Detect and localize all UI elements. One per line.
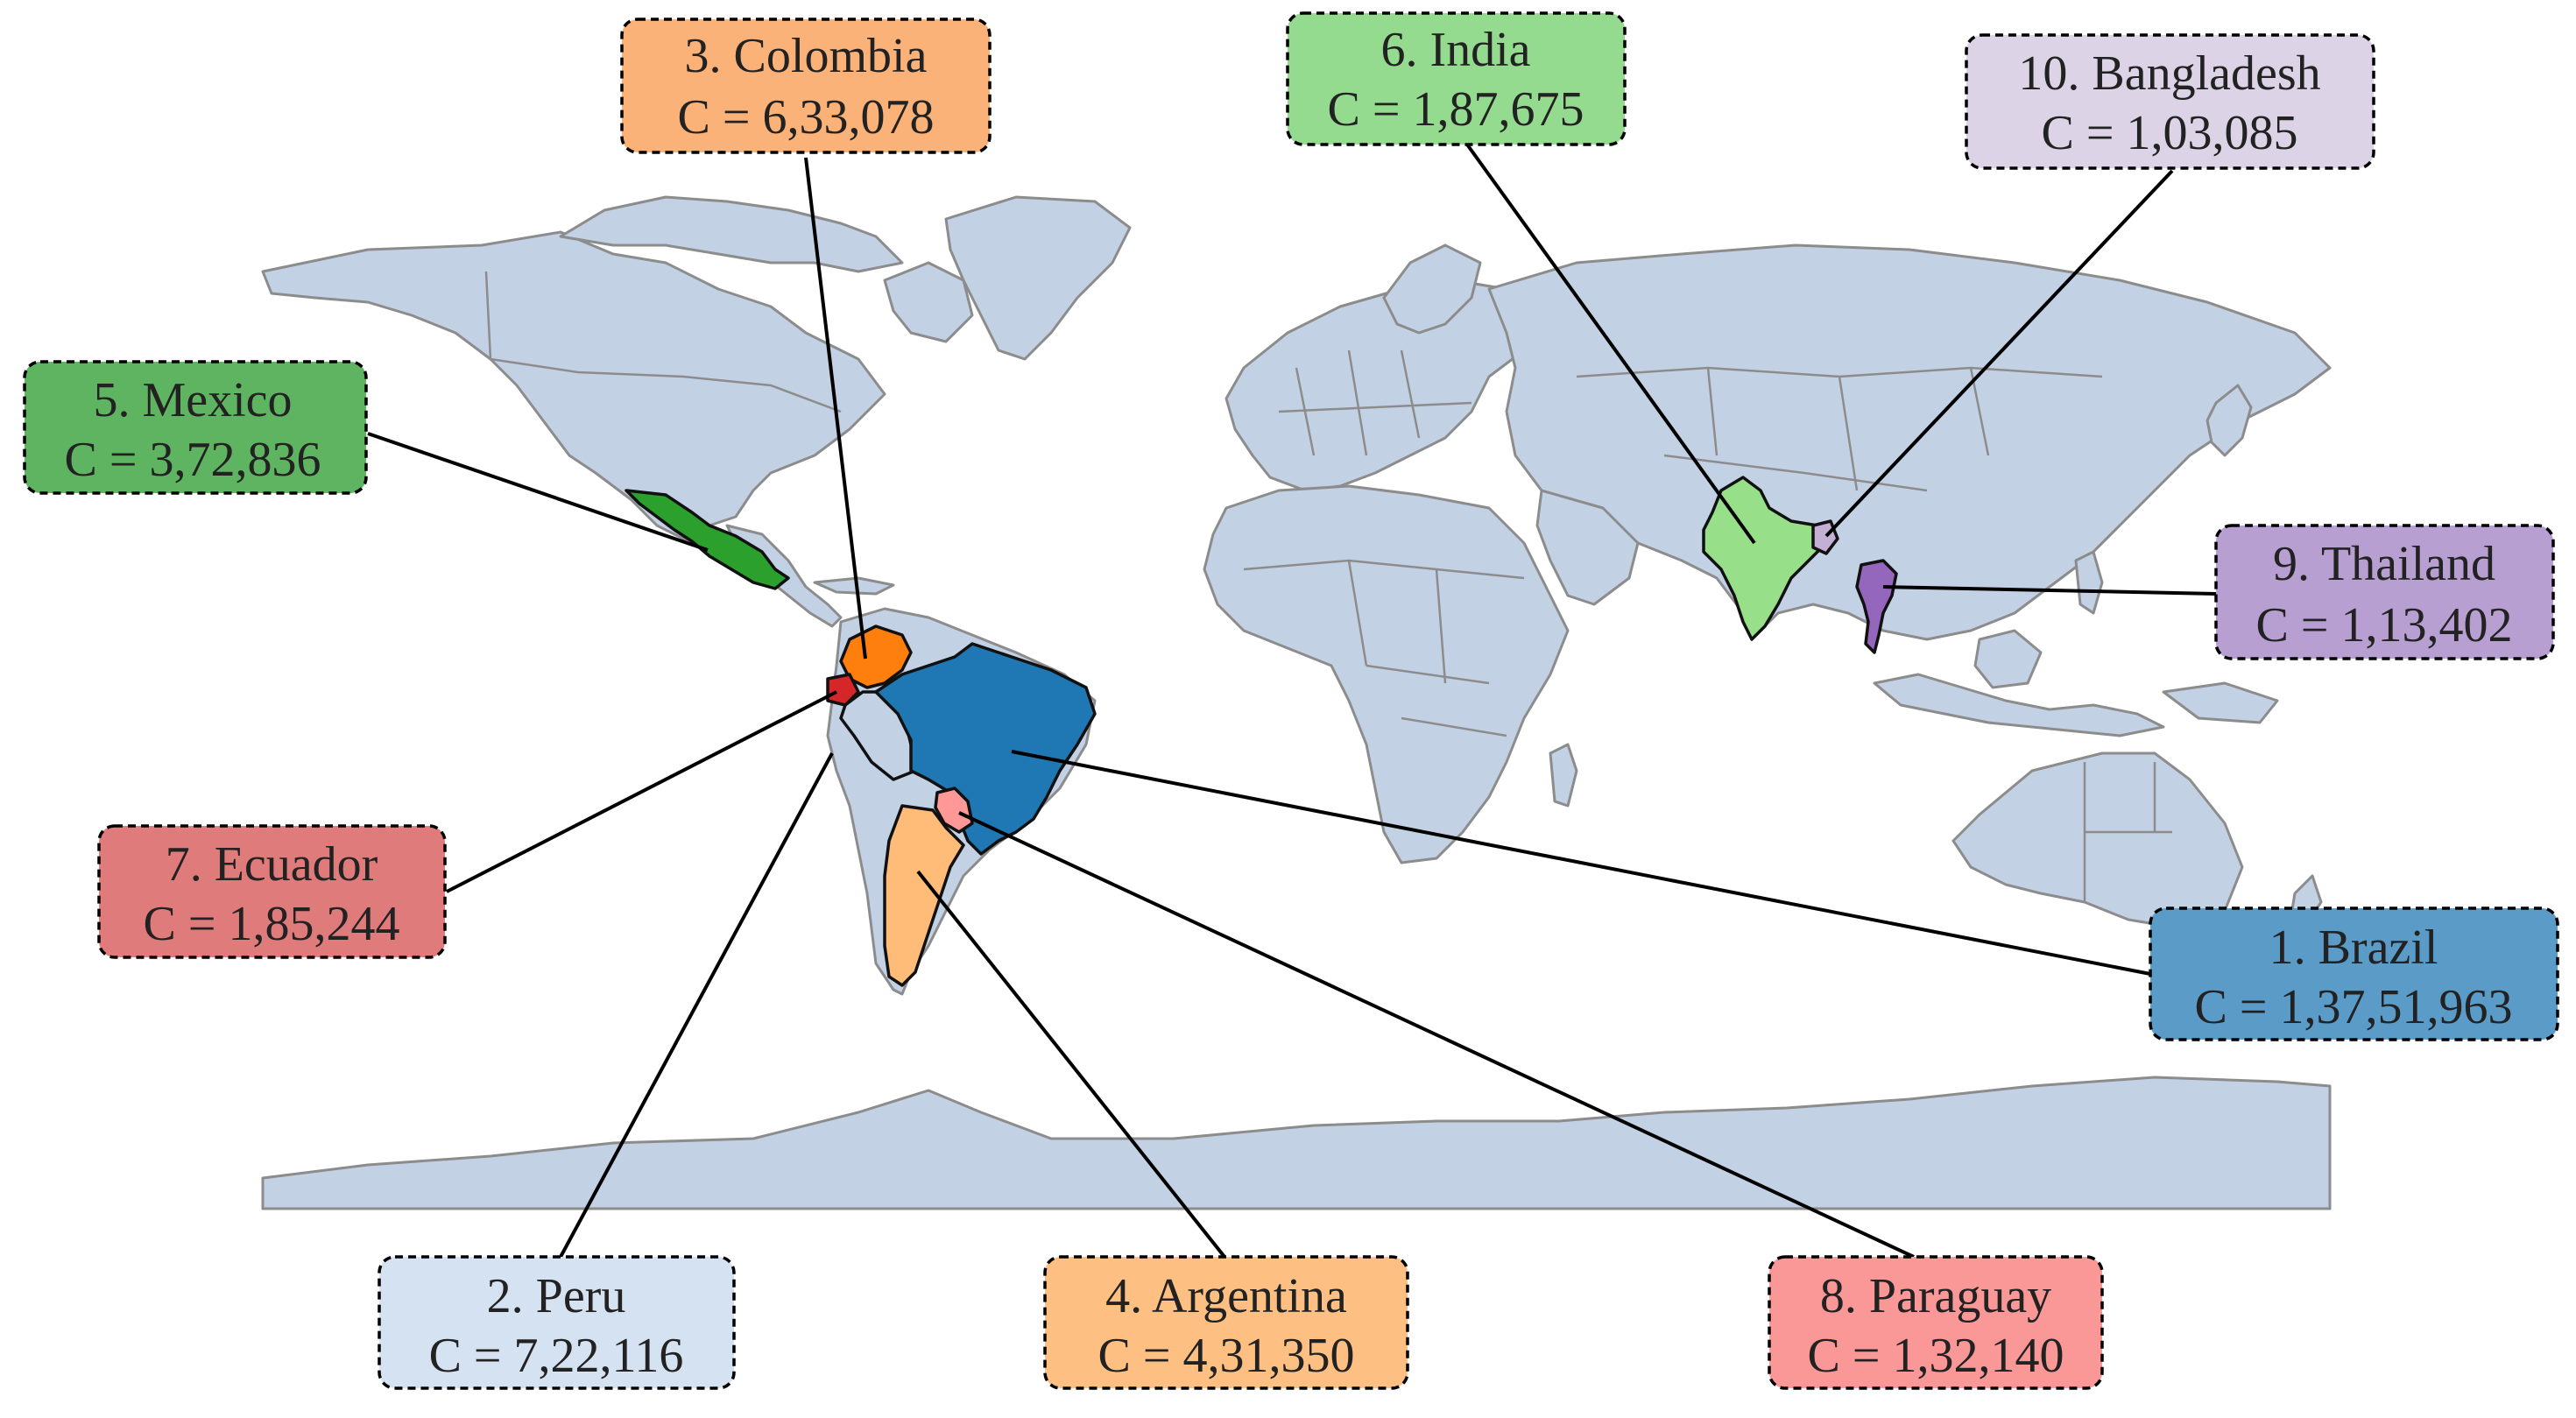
landmass-philippines [2074,550,2104,615]
label-ecuador: 7. Ecuador C = 1,85,244 [97,824,447,959]
leader-colombia [804,157,867,660]
landmass-australia [1951,751,2244,930]
landmass-new-guinea [2162,681,2279,724]
landmass-indonesia [1873,673,2165,737]
label-mexico: 5. Mexico C = 3,72,836 [23,360,368,495]
leader-brazil [1011,750,2151,976]
label-paraguay-value: C = 1,32,140 [1808,1329,2064,1383]
landmass-africa [1203,484,1570,864]
country-brazil [874,642,1097,856]
label-thailand-box [2214,524,2555,660]
label-mexico-value: C = 3,72,836 [65,433,321,487]
highlighted-countries [625,476,1898,987]
label-bangladesh-value: C = 1,03,085 [2042,106,2298,160]
label-peru-name: 2. Peru [487,1269,626,1323]
label-brazil-value: C = 1,37,51,963 [2195,980,2513,1034]
border-canada-usa [490,357,842,413]
label-mexico-box [23,360,368,495]
label-colombia-box [620,18,992,154]
country-mexico [625,489,790,590]
border-alaska [484,271,492,360]
border-asia-interior [1576,366,2103,492]
leader-india [1461,137,1756,545]
landmass-europe [1224,279,1543,492]
country-paraguay [934,787,974,834]
country-thailand [1855,559,1898,654]
label-peru-box [378,1255,736,1390]
label-india-name: 6. India [1380,23,1530,77]
label-paraguay: 8. Paraguay C = 1,32,140 [1768,1255,2104,1390]
label-brazil-name: 1. Brazil [2269,921,2438,975]
label-thailand-value: C = 1,13,402 [2256,598,2513,653]
leader-paraguay [958,811,1915,1259]
label-boxes: 1. Brazil C = 1,37,51,963 2. Peru C = 7,… [23,11,2559,1390]
label-thailand: 9. Thailand C = 1,13,402 [2214,524,2555,660]
leader-peru [559,752,834,1258]
label-bangladesh-box [1965,33,2375,170]
label-ecuador-value: C = 1,85,244 [144,897,400,951]
label-peru: 2. Peru C = 7,22,116 [378,1255,736,1390]
label-argentina-value: C = 4,31,350 [1098,1329,1355,1383]
leader-argentina [916,870,1226,1259]
landmass-caribbean [813,576,895,596]
label-mexico-name: 5. Mexico [93,373,292,427]
label-argentina-box [1043,1255,1409,1390]
landmass-japan [2205,384,2253,457]
leader-bangladesh [1824,169,2174,538]
landmass-antarctica [261,1076,2332,1210]
leader-lines [367,137,2217,1259]
label-brazil: 1. Brazil C = 1,37,51,963 [2149,907,2559,1041]
label-ecuador-name: 7. Ecuador [166,837,378,892]
label-paraguay-name: 8. Paraguay [1820,1269,2051,1323]
label-paraguay-box [1768,1255,2104,1390]
label-india-box [1286,11,1627,146]
label-colombia: 3. Colombia C = 6,33,078 [620,18,992,154]
landmass-madagascar [1549,743,1578,808]
landmass-borneo [1973,629,2043,689]
label-india-value: C = 1,87,675 [1328,82,1584,137]
label-peru-value: C = 7,22,116 [429,1329,684,1383]
label-colombia-name: 3. Colombia [685,29,928,83]
landmass-baffin [883,261,974,343]
leader-mexico [367,432,709,552]
label-brazil-box [2149,907,2559,1041]
border-europe-interior [1278,349,1472,456]
label-india: 6. India C = 1,87,675 [1286,11,1627,146]
landmass-greenland [944,195,1132,361]
leader-thailand [1882,585,2217,596]
landmass-arabia [1535,489,1640,606]
label-bangladesh-name: 10. Bangladesh [2018,46,2320,101]
label-argentina: 4. Argentina C = 4,31,350 [1043,1255,1409,1390]
label-thailand-name: 9. Thailand [2273,537,2495,591]
country-colombia [839,624,913,689]
border-australia-interior [2083,762,2172,902]
country-argentina [883,804,965,987]
label-ecuador-box [97,824,447,959]
label-colombia-value: C = 6,33,078 [678,90,935,145]
label-argentina-name: 4. Argentina [1105,1269,1347,1323]
landmass-scandinavia [1382,243,1482,335]
leader-ecuador [446,690,837,893]
base-map [261,195,2332,1210]
label-bangladesh: 10. Bangladesh C = 1,03,085 [1965,33,2375,170]
border-africa-interior [1243,559,1525,737]
